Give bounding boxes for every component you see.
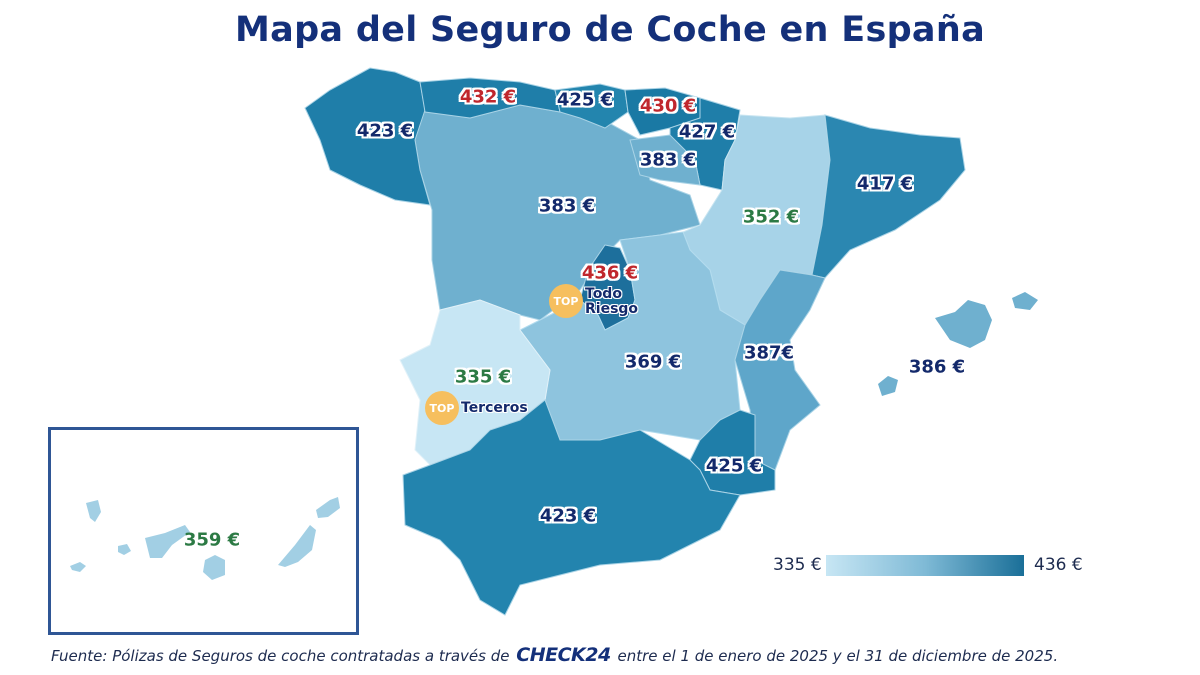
price-aragon: 352 € [742,206,800,228]
source-suffix: entre el 1 de enero de 2025 y el 31 de d… [617,647,1059,665]
top-terceros-label: Terceros [461,400,528,416]
region-cataluna[interactable] [811,114,966,279]
region-baleares-mallorca[interactable] [935,300,992,348]
check24-logo: CHECK24 [516,644,611,666]
price-asturias: 432 € [459,86,517,108]
price-castilla-leon: 383 € [538,195,596,217]
price-cataluna: 417 € [856,173,914,195]
canarias-inset [48,427,359,635]
price-baleares: 386 € [908,356,966,378]
source-note: Fuente: Pólizas de Seguros de coche cont… [51,644,1058,666]
legend-min: 335 € [773,555,822,575]
price-murcia: 425 € [705,455,763,477]
price-valenciana: 387€ [743,342,795,364]
region-canarias[interactable] [70,497,340,580]
price-canarias: 359 € [183,529,241,551]
price-cantabria: 425 € [556,89,614,111]
price-andalucia: 423 € [539,505,597,527]
top-todo-riesgo-label: Todo Riesgo [585,287,638,317]
price-navarra: 427 € [678,121,736,143]
price-la-rioja: 383 € [639,149,697,171]
legend-max: 436 € [1034,555,1083,575]
region-cantabria[interactable] [554,83,629,129]
price-galicia: 423 € [356,120,414,142]
source-prefix: Fuente: Pólizas de Seguros de coche cont… [51,647,510,665]
region-valenciana[interactable] [734,269,826,471]
todo-riesgo-line1: Todo [585,286,622,302]
region-baleares-ibiza[interactable] [878,376,898,396]
price-pais-vasco: 430 € [639,95,697,117]
region-baleares-menorca[interactable] [1012,292,1038,310]
price-extremadura: 335 € [454,366,512,388]
top-badge-todo-riesgo: TOP [549,284,583,318]
region-la-rioja[interactable] [629,134,701,186]
price-madrid: 436 € [581,262,639,284]
price-castilla-mancha: 369 € [624,351,682,373]
region-andalucia[interactable] [402,399,741,616]
region-galicia[interactable] [304,67,431,206]
todo-riesgo-line2: Riesgo [585,301,639,317]
top-badge-terceros: TOP [425,391,459,425]
page-title: Mapa del Seguro de Coche en España [235,10,985,50]
legend-gradient-bar [826,555,1024,576]
